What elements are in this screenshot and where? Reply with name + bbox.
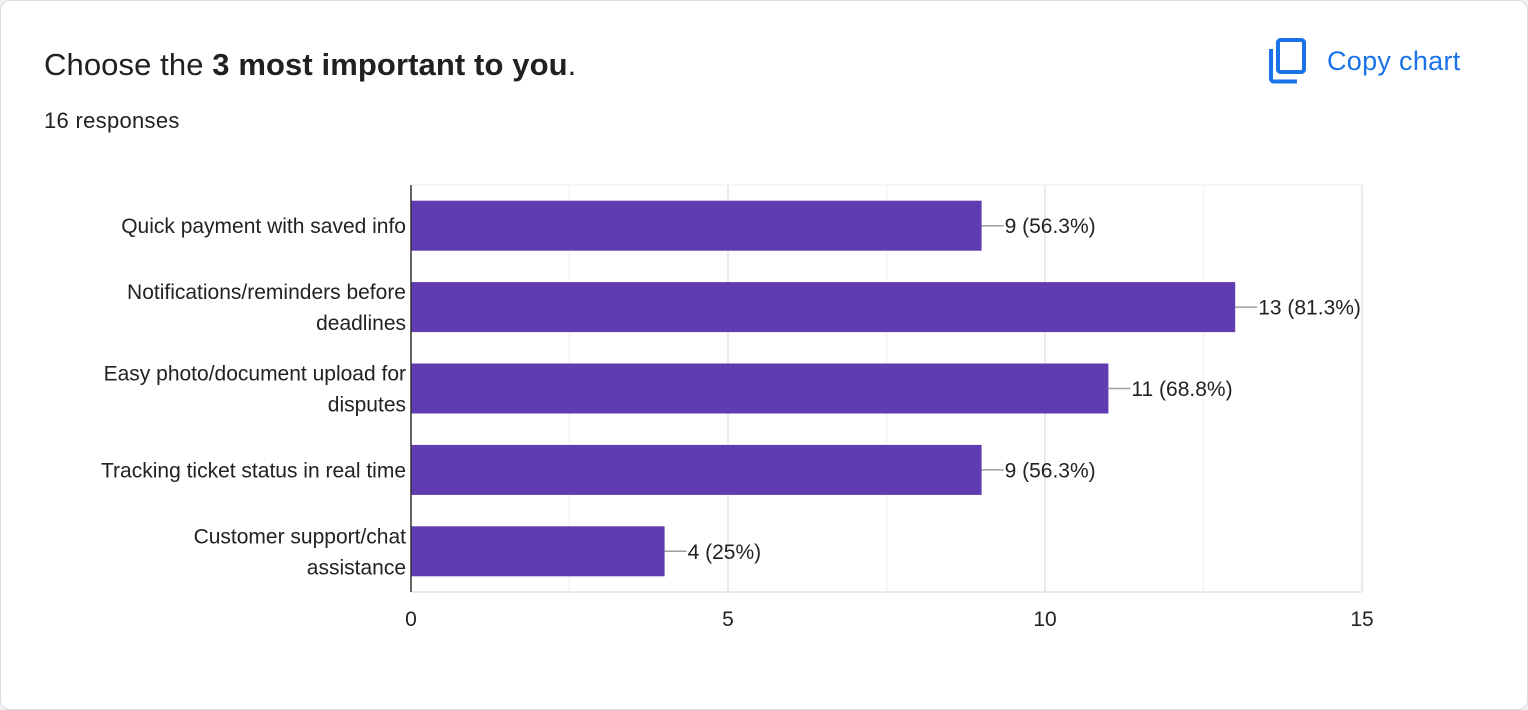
copy-chart-button[interactable]: Copy chart (1259, 35, 1469, 87)
x-tick-label: 10 (1033, 608, 1056, 631)
title-suffix: . (567, 47, 577, 82)
category-label: Tracking ticket status in real time (101, 459, 406, 482)
chart-title: Choose the 3 most important to you. (44, 45, 576, 85)
bar (411, 282, 1236, 333)
data-label: 4 (25%) (688, 541, 762, 564)
bar (411, 363, 1109, 414)
copy-chart-label: Copy chart (1327, 45, 1461, 76)
category-label: Easy photo/document upload for (104, 363, 406, 386)
bar (411, 526, 665, 577)
category-label: Customer support/chat (194, 525, 407, 548)
title-prefix: Choose the (44, 47, 213, 82)
x-tick-label: 15 (1350, 608, 1373, 631)
response-count: 16 responses (44, 108, 180, 133)
x-tick-label: 5 (722, 608, 734, 631)
bar (411, 200, 982, 251)
data-label: 9 (56.3%) (1005, 215, 1096, 238)
data-label: 13 (81.3%) (1258, 297, 1361, 320)
bar (411, 444, 982, 495)
category-label: assistance (307, 556, 406, 579)
category-label: Quick payment with saved info (121, 215, 406, 238)
x-tick-label: 0 (405, 608, 417, 631)
category-label: deadlines (316, 312, 406, 335)
category-label: disputes (328, 394, 406, 417)
category-label: Notifications/reminders before (127, 281, 406, 304)
data-label: 9 (56.3%) (1005, 459, 1096, 482)
copy-icon (1269, 38, 1306, 84)
data-label: 11 (68.8%) (1131, 378, 1232, 401)
title-bold: 3 most important to you (212, 47, 568, 82)
